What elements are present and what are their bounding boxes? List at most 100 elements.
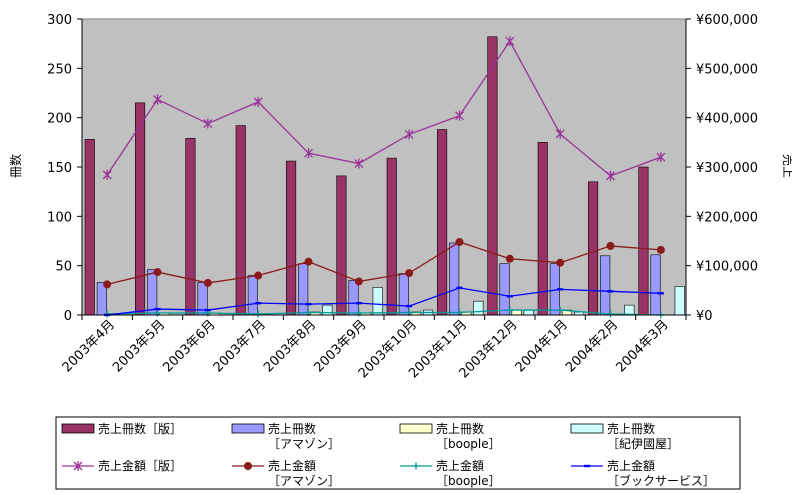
line-1 [106,39,662,177]
left-tick-label: 100 [47,210,72,225]
bar-2-6 [348,280,359,316]
legend-label: ［アマゾン］ [268,437,340,451]
legend-swatch [61,423,95,434]
left-axis-title: 冊数 [8,154,23,178]
x-tick-label: 2004年1月 [513,317,571,375]
legend-box [55,416,741,490]
legend-label: ［ブックサービス］ [607,473,715,488]
x-tick-label: 2003年6月 [160,317,218,375]
right-tick-label: ¥100,000 [696,260,758,275]
bar-1-9 [487,36,498,316]
x-tick-label: 2003年8月 [261,317,319,375]
legend-label: 売上冊数 [436,421,484,436]
line-4 [107,287,661,316]
point-4-8 [456,286,463,290]
point-2-6 [354,277,363,286]
legend-marker [73,461,83,471]
legend-label: 売上冊数［版］ [98,421,182,436]
bar-1-8 [437,129,448,316]
bar-3-9 [511,309,522,316]
point-4-4 [255,301,262,305]
bar-1-6 [336,175,347,316]
right-tick-label: ¥0 [696,309,713,324]
plot-area [81,18,687,316]
left-tick-label: 300 [47,13,72,28]
x-tick-label: 2003年5月 [110,317,168,375]
left-tick-label: 250 [47,62,72,77]
bar-1-11 [588,181,599,316]
x-tick-label: 2004年2月 [563,317,621,375]
legend-label: ［boople］ [436,474,501,488]
bar-1-10 [537,142,548,316]
point-3-11 [607,310,614,318]
bar-4-9 [523,309,534,316]
point-4-2 [154,307,161,311]
point-2-11 [606,241,615,250]
point-4-3 [204,308,211,312]
x-tick-label: 2003年7月 [211,317,269,375]
x-tick-label: 2004年3月 [613,317,671,375]
legend-label: 売上金額 [268,458,316,473]
point-2-5 [304,257,313,266]
point-2-4 [254,271,263,280]
point-1-11 [606,170,615,181]
right-tick-label: ¥300,000 [696,161,758,176]
point-2-8 [455,237,464,246]
legend-label: 売上冊数 [268,421,316,436]
point-4-6 [355,301,362,305]
legend-swatch [231,423,265,434]
point-2-10 [556,258,565,267]
legend-swatch [570,423,604,434]
bar-4-5 [322,304,333,316]
point-3-9 [506,306,514,314]
lines-layer [102,36,666,319]
left-tick-label: 50 [55,260,72,275]
right-axis-title: 売上 [781,154,792,178]
point-4-5 [305,302,312,306]
point-4-9 [506,295,513,298]
point-1-10 [555,128,565,139]
point-4-7 [406,304,413,308]
right-tick-label: ¥500,000 [696,62,758,77]
point-4-12 [657,292,664,295]
point-3-4 [254,310,262,318]
right-tick-label: ¥400,000 [696,112,758,127]
left-tick-label: 150 [47,161,72,176]
bar-4-8 [473,300,484,316]
point-1-8 [455,110,464,121]
point-4-10 [557,288,564,291]
bar-1-4 [235,125,246,316]
bar-4-11 [624,304,635,316]
bar-4-6 [372,287,383,316]
point-2-1 [103,280,112,289]
left-tick-label: 200 [47,112,72,127]
point-2-3 [203,278,212,287]
bar-1-1 [84,139,95,316]
point-1-9 [505,36,515,47]
point-2-12 [656,245,665,254]
bar-2-8 [449,242,460,316]
bar-1-3 [185,138,196,316]
legend-label: ［boople］ [436,437,501,451]
legend-marker [584,464,590,468]
bar-2-11 [600,255,611,316]
bar-2-9 [499,263,510,316]
line-2 [107,241,661,286]
point-1-4 [253,96,263,107]
point-1-2 [153,94,162,105]
point-4-11 [607,290,614,293]
left-tick-label: 0 [64,309,72,324]
bar-2-5 [298,263,309,316]
point-1-5 [304,148,313,159]
bar-1-5 [286,160,297,316]
line-3 [107,309,661,316]
point-3-10 [556,306,564,314]
legend-label: 売上金額 [607,458,655,473]
point-1-1 [102,169,112,180]
bar-2-4 [247,275,258,316]
legend-label: ［アマゾン］ [268,474,340,488]
point-2-9 [505,254,514,263]
legend-marker [244,462,252,470]
right-tick-label: ¥600,000 [696,13,758,28]
